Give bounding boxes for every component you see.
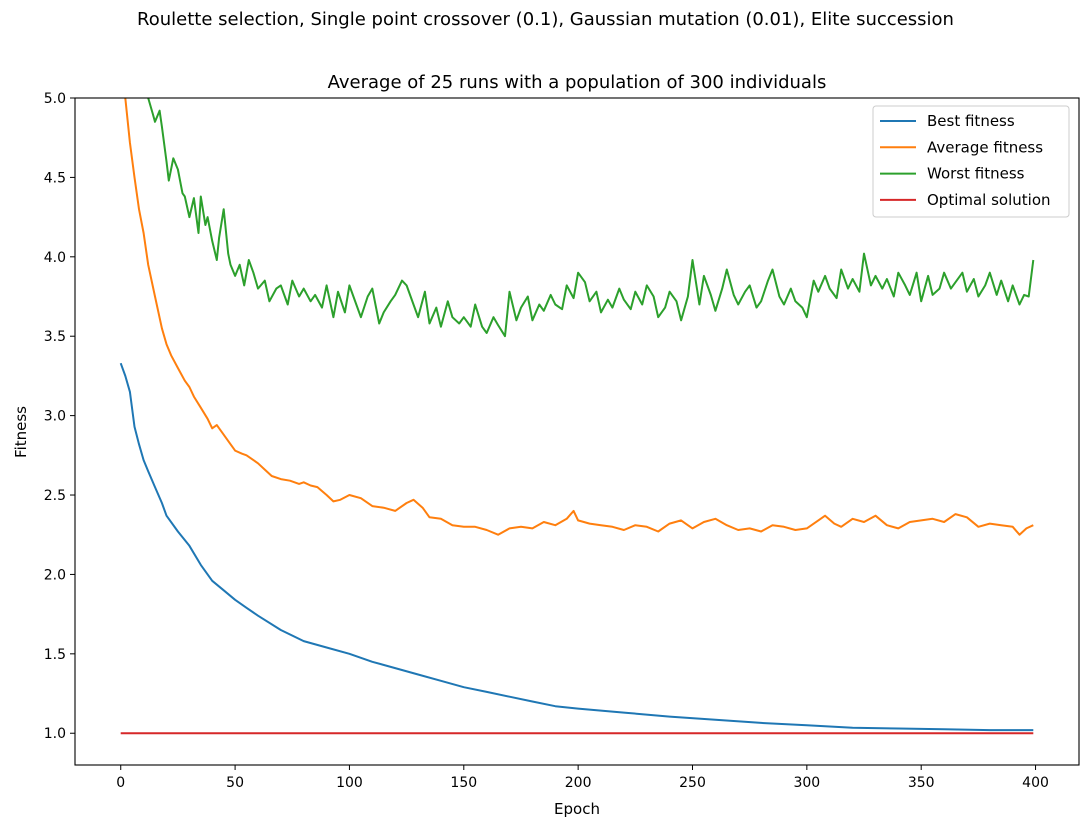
y-tick-label: 3.5	[44, 329, 66, 345]
x-tick-label: 300	[793, 775, 820, 791]
x-tick-label: 50	[226, 775, 244, 791]
y-tick-label: 4.5	[44, 170, 66, 186]
series-line-best-fitness	[119, 362, 1034, 732]
series-line-worst-fitness	[147, 98, 1035, 338]
y-tick-label: 1.0	[44, 726, 66, 742]
legend-label: Optimal solution	[927, 191, 1051, 209]
chart-title: Average of 25 runs with a population of …	[328, 72, 827, 93]
y-axis-label: Fitness	[12, 406, 30, 458]
x-tick-label: 400	[1022, 775, 1049, 791]
series-line-average-fitness	[124, 98, 1034, 536]
axis-layer: 0 50 100 150 200 250 300 350 400 1.0 1.5 2.0 2.5 3.0 3…	[44, 91, 1049, 791]
legend-label: Average fitness	[927, 138, 1043, 156]
legend-label: Worst fitness	[927, 165, 1025, 183]
y-tick-label: 2.0	[44, 567, 66, 583]
x-tick-label: 0	[116, 775, 125, 791]
x-tick-label: 100	[336, 775, 363, 791]
x-tick-label: 150	[450, 775, 477, 791]
y-tick-label: 1.5	[44, 647, 66, 663]
legend: Best fitness Average fitness Worst fitness…	[872, 105, 1070, 218]
y-tick-label: 4.0	[44, 250, 66, 266]
y-tick-label: 2.5	[44, 488, 66, 504]
x-tick-label: 200	[565, 775, 592, 791]
figure-suptitle: Roulette selection, Single point crossov…	[137, 9, 954, 30]
legend-label: Best fitness	[927, 112, 1015, 130]
x-tick-label: 250	[679, 775, 706, 791]
series-layer	[119, 98, 1035, 735]
legend-box	[872, 105, 1070, 218]
y-tick-label: 3.0	[44, 409, 66, 425]
x-tick-label: 350	[908, 775, 935, 791]
y-tick-label: 5.0	[44, 91, 66, 107]
plot-area-frame	[74, 97, 1080, 766]
x-axis-label: Epoch	[554, 800, 600, 818]
